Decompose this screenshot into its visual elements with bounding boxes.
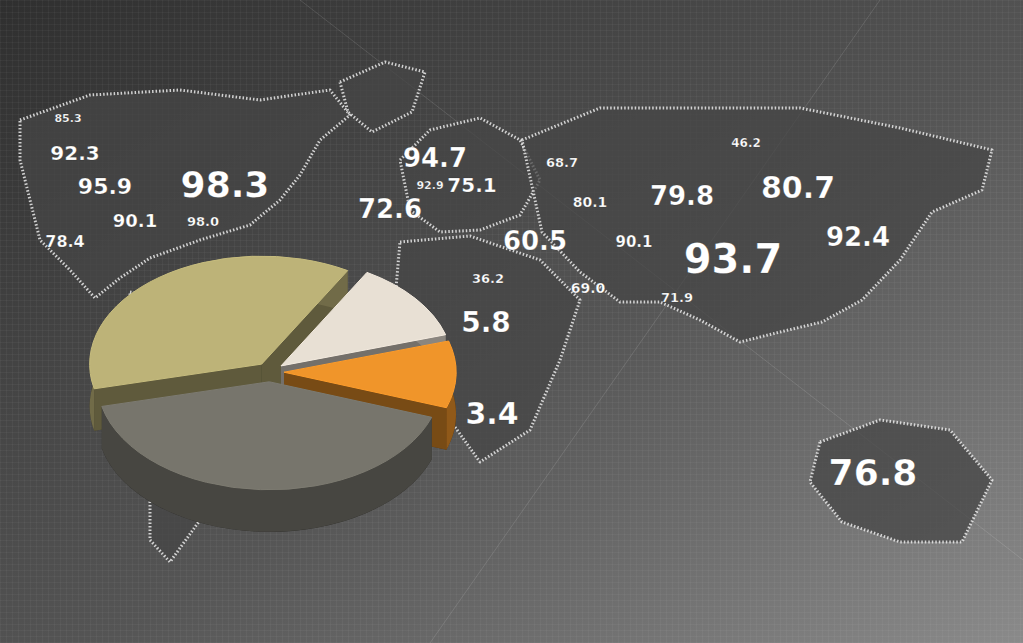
- annotation: 72.6: [358, 194, 422, 224]
- annotation: 94.7: [403, 143, 467, 173]
- annotation: 92.3: [50, 141, 99, 165]
- annotation: 98.0: [187, 214, 219, 229]
- chart: 85.3 92.3 95.9 98.3 90.1 98.0 78.4 94.7 68.7 92.9…: [0, 0, 1023, 643]
- annotation: 46.2: [731, 136, 761, 150]
- continent: [340, 62, 425, 132]
- annotations: 85.3 92.3 95.9 98.3 90.1 98.0 78.4 94.7 68.7 92.9…: [45, 112, 917, 493]
- annotation: 98.3: [181, 164, 270, 205]
- background: [0, 0, 1023, 643]
- annotation: 68.7: [546, 155, 578, 170]
- annotation: 36.2: [472, 271, 504, 286]
- annotation: 76.8: [829, 452, 918, 493]
- annotation: 79.8: [650, 181, 714, 211]
- annotation: 92.4: [826, 222, 890, 252]
- annotation: 3.4: [465, 396, 518, 431]
- world-map: [20, 62, 992, 562]
- continent: [522, 108, 992, 342]
- annotation: 85.3: [54, 112, 81, 125]
- annotation: 92.9: [416, 179, 443, 192]
- annotation: 75.1: [447, 173, 496, 197]
- annotation: 5.8: [461, 306, 511, 339]
- background-grid: [0, 0, 1023, 643]
- pie-slice-group: [102, 382, 432, 532]
- annotation: 78.4: [45, 232, 84, 251]
- annotation: 80.7: [761, 170, 835, 205]
- annotation: 71.9: [661, 290, 693, 305]
- pie-slice: [102, 382, 432, 490]
- annotation: 60.5: [503, 226, 567, 256]
- pie: [90, 256, 456, 532]
- annotation: 93.7: [684, 236, 783, 282]
- annotation: 95.9: [78, 174, 132, 199]
- annotation: 90.1: [113, 210, 157, 231]
- annotation: 90.1: [615, 233, 652, 251]
- annotation: 80.1: [573, 194, 608, 210]
- continent: [810, 420, 992, 542]
- annotation: 69.0: [571, 280, 606, 296]
